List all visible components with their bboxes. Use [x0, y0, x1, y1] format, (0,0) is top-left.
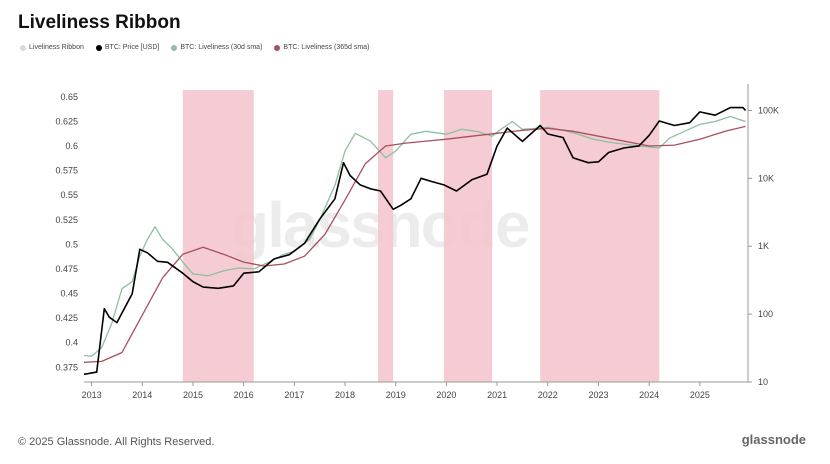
y-left-tick-label: 0.625: [55, 116, 78, 126]
chart-legend: Liveliness Ribbon BTC: Price [USD] BTC: …: [20, 44, 369, 51]
legend-label-30d: BTC: Liveliness (30d sma): [180, 44, 263, 51]
legend-swatch-365d: [274, 44, 281, 51]
series-line-btc_price: [83, 106, 747, 376]
y-right-tick-label: 100: [758, 309, 773, 319]
highlight-band-0: [182, 90, 254, 382]
x-tick-label: 2023: [588, 390, 608, 400]
x-tick-label: 2018: [335, 390, 355, 400]
y-left-tick-label: 0.525: [55, 215, 78, 225]
x-tick-label: 2016: [234, 390, 254, 400]
x-tick-label: 2024: [639, 390, 659, 400]
y-left-tick-label: 0.425: [55, 313, 78, 323]
legend-swatch-price: [95, 44, 102, 51]
y-left-tick-label: 0.45: [60, 289, 78, 299]
x-tick-label: 2021: [487, 390, 507, 400]
legend-swatch-30d: [171, 44, 178, 51]
x-tick-label: 2019: [386, 390, 406, 400]
y-right-tick-label: 10: [758, 377, 768, 387]
legend-item-ribbon[interactable]: Liveliness Ribbon: [20, 44, 84, 51]
x-tick-label: 2014: [132, 390, 152, 400]
y-left-tick-label: 0.475: [55, 264, 78, 274]
y-left-tick-label: 0.4: [65, 338, 78, 348]
x-tick-label: 2022: [538, 390, 558, 400]
x-tick-label: 2017: [284, 390, 304, 400]
highlight-band-3: [540, 90, 660, 382]
x-tick-label: 2025: [690, 390, 710, 400]
x-tick-label: 2015: [183, 390, 203, 400]
y-left-tick-label: 0.65: [60, 92, 78, 102]
y-right-tick-label: 10K: [758, 173, 774, 183]
legend-label-price: BTC: Price [USD]: [104, 44, 160, 51]
x-tick-label: 2020: [436, 390, 456, 400]
series-line-liveliness_365d: [83, 125, 746, 363]
legend-item-30d[interactable]: BTC: Liveliness (30d sma): [171, 44, 262, 51]
chart-title: Liveliness Ribbon: [18, 12, 181, 33]
copyright-text: © 2025 Glassnode. All Rights Reserved.: [18, 436, 215, 448]
y-left-tick-label: 0.5: [65, 239, 78, 249]
legend-label-365d: BTC: Liveliness (365d sma): [283, 44, 370, 51]
legend-item-365d[interactable]: BTC: Liveliness (365d sma): [274, 44, 369, 51]
legend-swatch-ribbon: [20, 44, 26, 51]
brand-logo-text: glassnode: [741, 432, 806, 447]
y-left-tick-label: 0.55: [60, 190, 78, 200]
x-tick-label: 2013: [82, 390, 102, 400]
legend-label-ribbon: Liveliness Ribbon: [29, 44, 84, 51]
series-line-liveliness_30d: [83, 115, 746, 358]
y-left-tick-label: 0.575: [55, 166, 78, 176]
y-left-tick-label: 0.6: [65, 141, 78, 151]
legend-item-price[interactable]: BTC: Price [USD]: [95, 44, 160, 51]
y-right-tick-label: 1K: [758, 241, 769, 251]
y-right-tick-label: 100K: [758, 105, 779, 115]
y-left-tick-label: 0.375: [55, 362, 78, 372]
highlight-band-1: [377, 90, 394, 382]
